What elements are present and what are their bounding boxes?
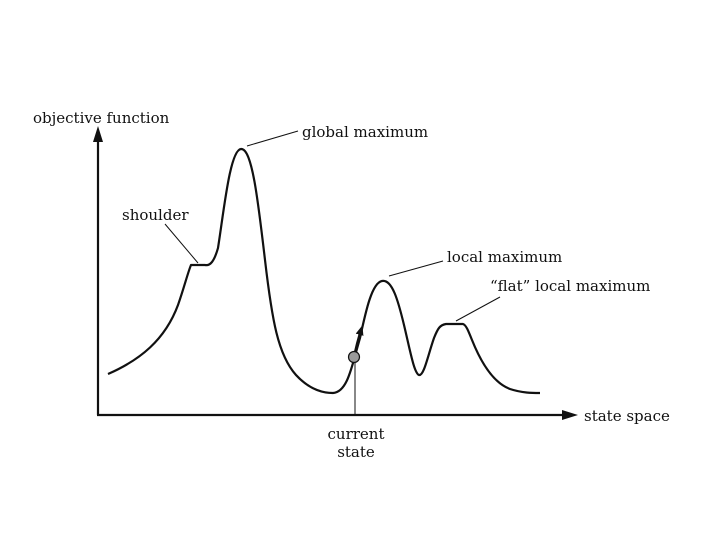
flat-local-maximum-label: “flat” local maximum xyxy=(490,277,650,295)
global-maximum-label: global maximum xyxy=(302,123,428,141)
current-state-label-line2: state xyxy=(337,443,375,461)
objective-curve xyxy=(107,147,541,395)
y-axis-arrow-icon xyxy=(93,126,103,142)
x-axis-label: state space xyxy=(584,407,670,425)
local-maximum-leader xyxy=(388,260,444,277)
shoulder-label: shoulder xyxy=(122,206,189,224)
global-maximum-leader xyxy=(246,130,299,147)
x-axis-arrow-icon xyxy=(562,410,578,420)
current-state-label-line1: current xyxy=(328,425,385,443)
current-state-marker xyxy=(347,350,361,364)
flat-local-maximum-leader xyxy=(455,296,501,322)
y-axis-label: objective function xyxy=(33,109,170,127)
shoulder-leader xyxy=(164,223,199,264)
local-maximum-label: local maximum xyxy=(447,248,562,266)
